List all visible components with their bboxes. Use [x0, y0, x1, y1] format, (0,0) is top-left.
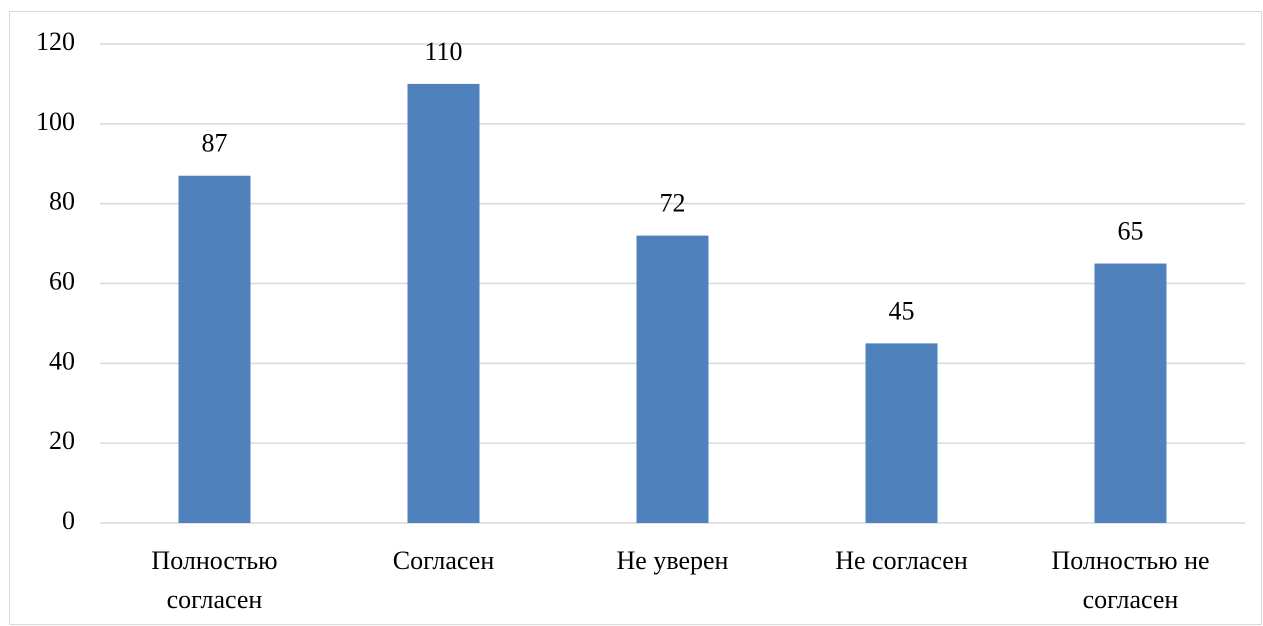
x-tick-label: Полностью не согласен [1051, 546, 1209, 614]
y-tick-label: 80 [49, 187, 75, 216]
y-tick-label: 20 [49, 426, 75, 455]
y-tick-label: 100 [36, 107, 75, 136]
bar [1094, 263, 1167, 523]
y-tick-label: 60 [49, 266, 75, 295]
x-tick-label: Согласен [393, 546, 495, 575]
bar [636, 235, 709, 523]
data-label: 45 [889, 296, 915, 325]
bar [407, 83, 480, 524]
y-tick-label: 0 [62, 506, 75, 535]
data-label: 65 [1118, 217, 1144, 246]
y-tick-label: 40 [49, 346, 75, 375]
x-tick-label: Не уверен [617, 546, 729, 575]
data-label: 87 [202, 129, 228, 158]
x-tick-label: Не согласен [835, 546, 968, 575]
bar [178, 175, 251, 523]
y-tick-label: 120 [36, 27, 75, 56]
bar [865, 343, 938, 523]
data-label: 72 [660, 189, 686, 218]
x-tick-label: Полностью согласен [151, 546, 277, 614]
data-label: 110 [424, 37, 462, 66]
